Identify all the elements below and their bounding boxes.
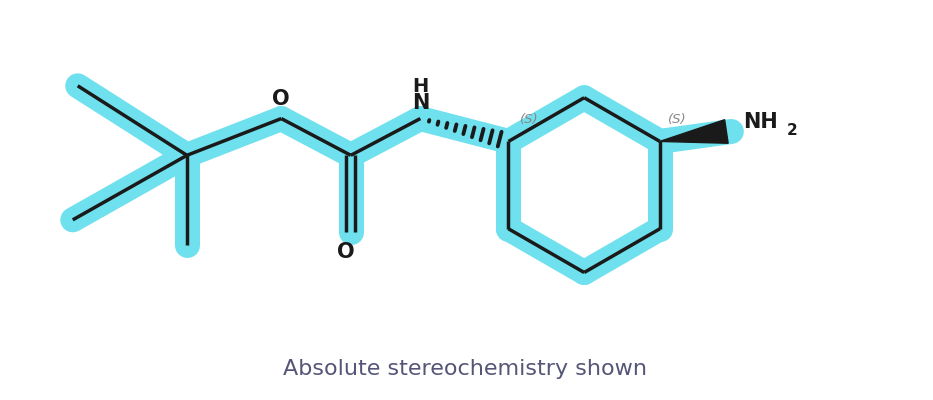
Text: 2: 2 (787, 123, 798, 138)
Text: Absolute stereochemistry shown: Absolute stereochemistry shown (283, 359, 647, 379)
Text: O: O (272, 89, 290, 109)
Text: N: N (411, 93, 429, 113)
Text: (S): (S) (521, 112, 539, 126)
Text: O: O (337, 242, 355, 262)
Polygon shape (660, 120, 728, 143)
Text: (S): (S) (668, 112, 687, 126)
Text: H: H (412, 77, 428, 96)
Text: NH: NH (744, 112, 778, 132)
